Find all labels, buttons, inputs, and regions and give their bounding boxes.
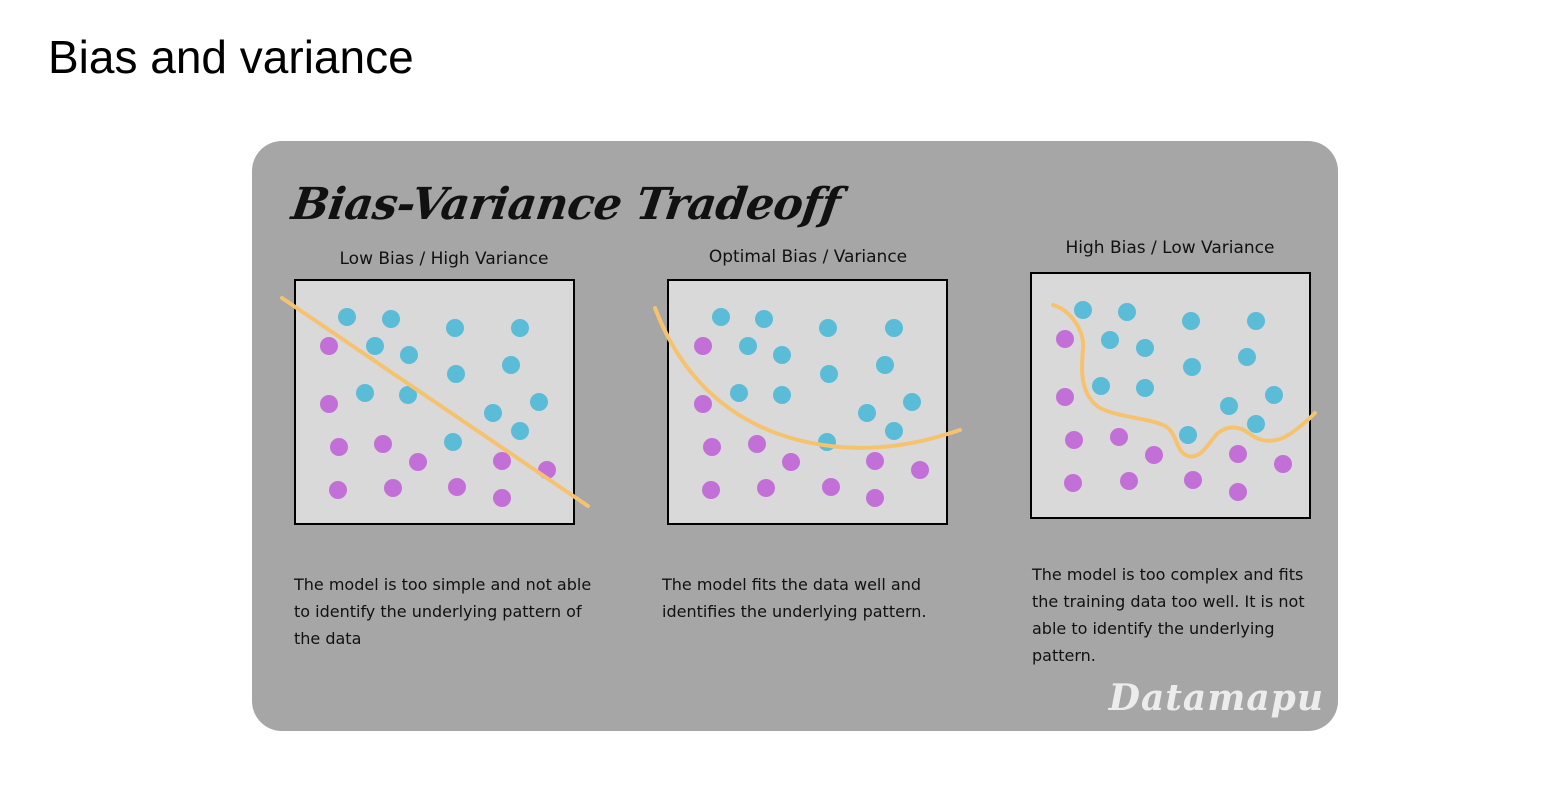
caption-high-bias: The model is too complex and fits the tr… [1032,565,1305,665]
panel-label-high-bias: High Bias / Low Variance [1065,238,1275,258]
panel-label-low-bias: Low Bias / High Variance [339,249,549,269]
plot-high-bias [1030,272,1311,519]
datamapu-watermark: Datamapu [1108,677,1324,719]
panel-label-optimal: Optimal Bias / Variance [708,247,908,267]
card-title: Bias-Variance Tradeoff [288,179,844,230]
caption-optimal: The model fits the data well and identif… [662,575,927,621]
bias-variance-card: Bias-Variance Tradeoff Low Bias / High V… [252,141,1338,731]
plot-optimal [667,279,948,525]
plot-low-bias [294,279,575,525]
page-title: Bias and variance [48,31,414,83]
caption-low-bias: The model is too simple and not able to … [294,575,592,648]
